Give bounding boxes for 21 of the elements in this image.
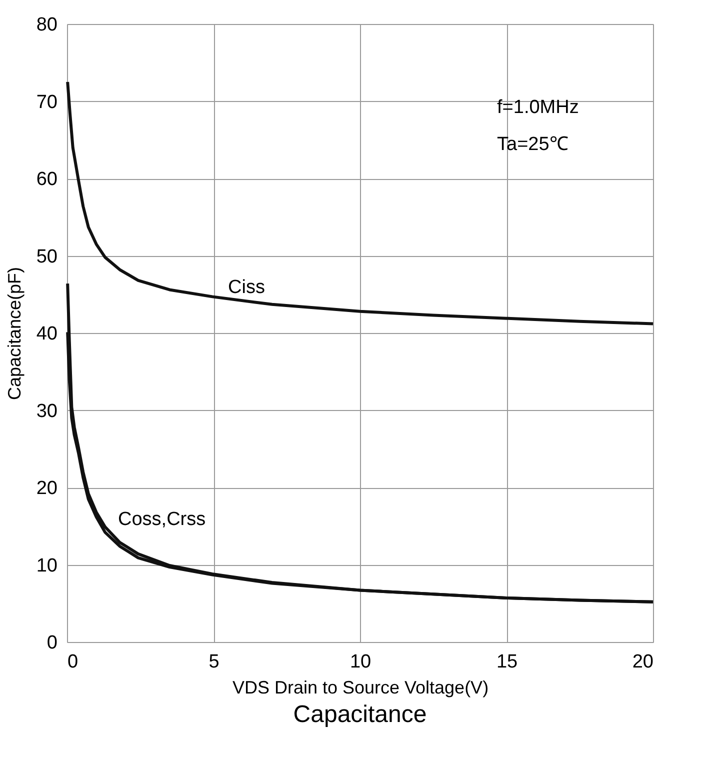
annotation: f=1.0MHz (497, 97, 579, 118)
y-tick-label: 70 (36, 92, 58, 113)
x-axis-title: VDS Drain to Source Voltage(V) (232, 678, 489, 698)
x-tick-label: 5 (208, 652, 220, 672)
y-tick-label: 50 (36, 246, 58, 268)
text: Capacitance (293, 701, 427, 728)
x-tick-label: 15 (496, 652, 518, 672)
annotation: Coss,Crss (118, 509, 206, 530)
y-tick-label: 30 (36, 400, 58, 422)
annotation: Ciss (228, 277, 265, 298)
y-tick-label: 40 (36, 324, 58, 344)
y-tick-label: 0 (46, 632, 58, 654)
x-tick-label: 0 (68, 652, 78, 672)
y-tick-label: 80 (36, 14, 58, 36)
x-tick-label: 20 (632, 652, 654, 672)
y-tick-label: 10 (36, 555, 58, 576)
y-axis-title: Capacitance(pF) (4, 266, 24, 400)
y-tick-label: 60 (36, 169, 58, 190)
x-tick-label: 10 (350, 652, 372, 672)
y-tick-label: 20 (36, 478, 58, 499)
annotation: Ta=25℃ (497, 134, 568, 155)
